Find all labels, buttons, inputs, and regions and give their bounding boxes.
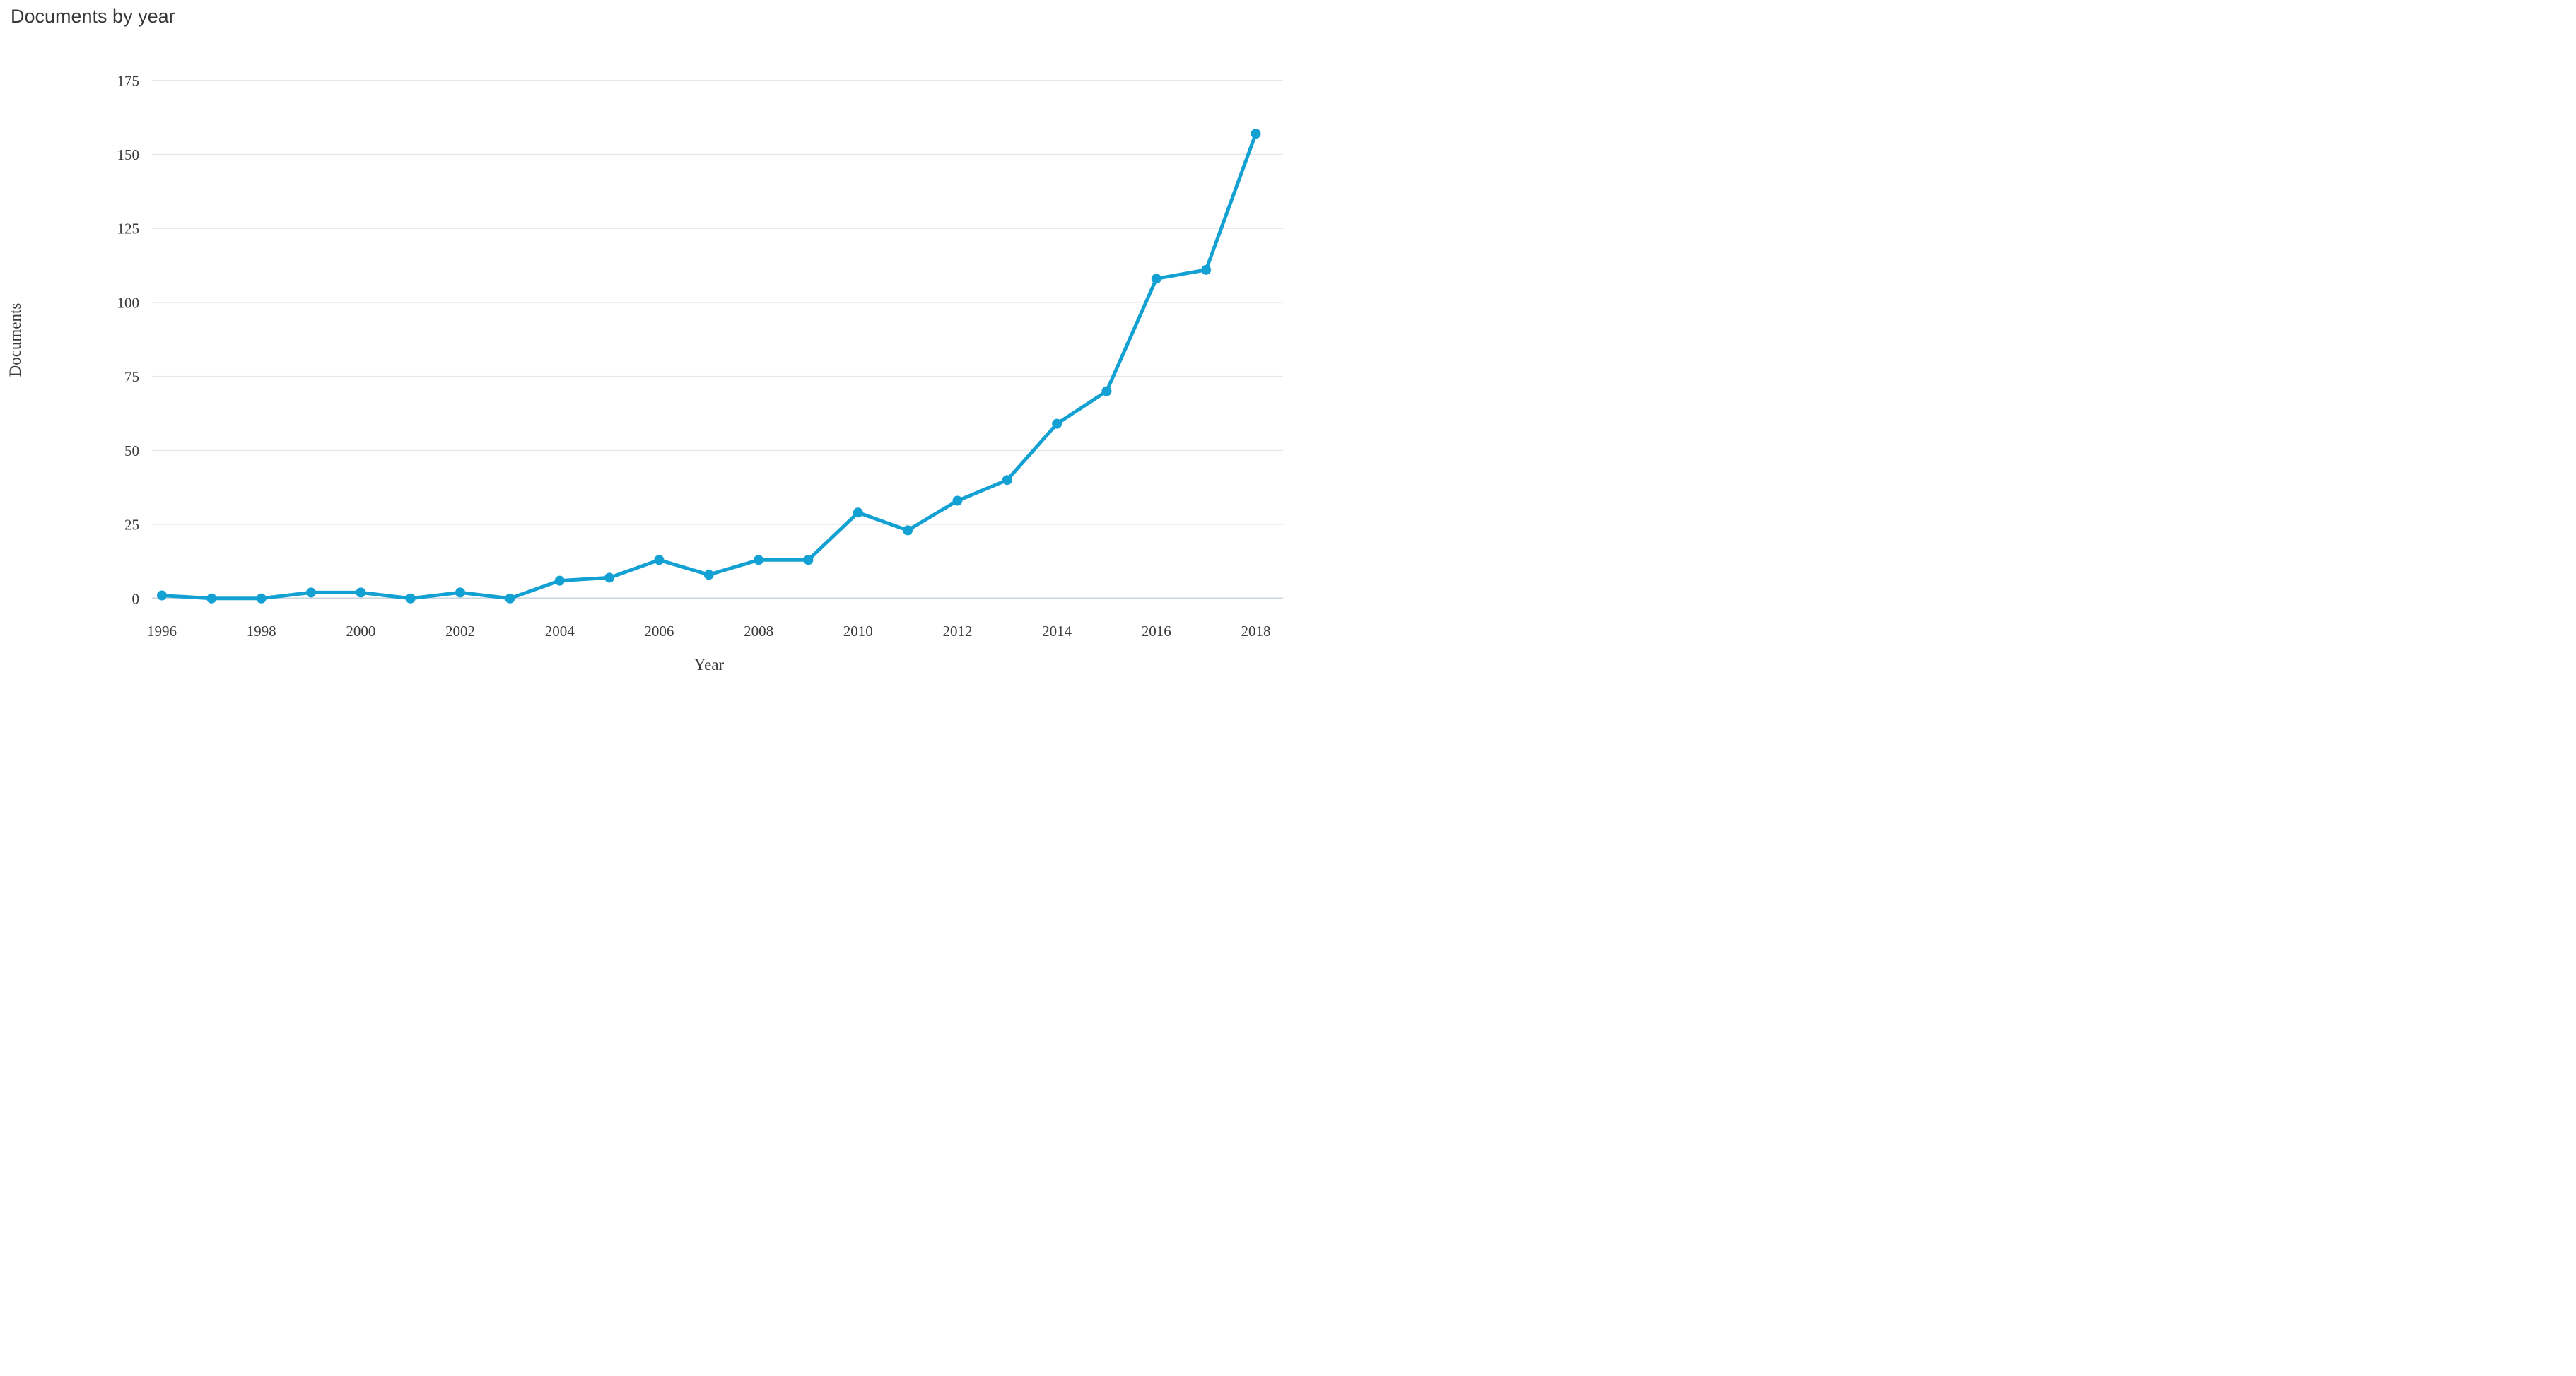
x-tick-label-1996: 1996 [147, 623, 177, 640]
y-tick-label-175: 175 [117, 72, 140, 89]
y-tick-label-25: 25 [124, 517, 139, 534]
data-point-2008[interactable] [754, 555, 764, 565]
documents-series-line [160, 131, 1258, 601]
plot-area: 0 25 50 75 100 125 150 175 1996 1998 2000 2002 2004 2… [117, 72, 1283, 640]
x-tick-label-1998: 1998 [247, 623, 276, 640]
y-axis-title: Documents [6, 302, 24, 377]
x-tick-label-2010: 2010 [843, 623, 873, 640]
data-point-2000[interactable] [356, 587, 366, 598]
data-point-2003[interactable] [505, 593, 515, 604]
data-point-2018[interactable] [1251, 129, 1261, 139]
data-point-2004[interactable] [554, 575, 565, 586]
data-point-2002[interactable] [455, 587, 466, 598]
data-point-1999[interactable] [306, 587, 317, 598]
x-tick-label-2008: 2008 [744, 623, 773, 640]
y-tick-label-75: 75 [124, 368, 139, 385]
data-point-2007[interactable] [703, 570, 714, 580]
data-point-1998[interactable] [256, 593, 267, 604]
x-tick-label-2002: 2002 [445, 623, 475, 640]
documents-by-year-chart: Documents by year Documents 0 25 50 75 100 12… [0, 0, 1288, 688]
y-tick-label-100: 100 [117, 294, 140, 311]
x-tick-label-2018: 2018 [1241, 623, 1270, 640]
x-tick-label-2004: 2004 [545, 623, 575, 640]
data-point-2010[interactable] [853, 507, 863, 518]
data-point-2015[interactable] [1101, 386, 1112, 396]
data-point-2013[interactable] [1002, 475, 1012, 486]
data-point-2001[interactable] [405, 593, 416, 604]
x-tick-label-2006: 2006 [644, 623, 674, 640]
data-point-2011[interactable] [903, 525, 913, 536]
data-point-2016[interactable] [1151, 274, 1161, 284]
data-point-2012[interactable] [952, 495, 963, 506]
data-point-2006[interactable] [654, 555, 665, 565]
x-tick-label-2012: 2012 [942, 623, 972, 640]
y-tick-label-125: 125 [117, 220, 140, 237]
data-point-2014[interactable] [1052, 418, 1062, 429]
x-axis-title: Year [693, 656, 725, 674]
data-point-2005[interactable] [604, 572, 615, 583]
data-point-1996[interactable] [157, 590, 167, 601]
chart-title: Documents by year [11, 6, 175, 27]
x-tick-label-2000: 2000 [346, 623, 375, 640]
data-point-2009[interactable] [803, 555, 814, 565]
x-tick-label-2014: 2014 [1042, 623, 1072, 640]
data-point-1997[interactable] [206, 593, 217, 604]
x-tick-label-2016: 2016 [1142, 623, 1171, 640]
data-point-2017[interactable] [1201, 264, 1212, 275]
y-tick-label-0: 0 [132, 590, 140, 607]
y-tick-label-50: 50 [124, 442, 139, 459]
y-tick-label-150: 150 [117, 146, 140, 163]
